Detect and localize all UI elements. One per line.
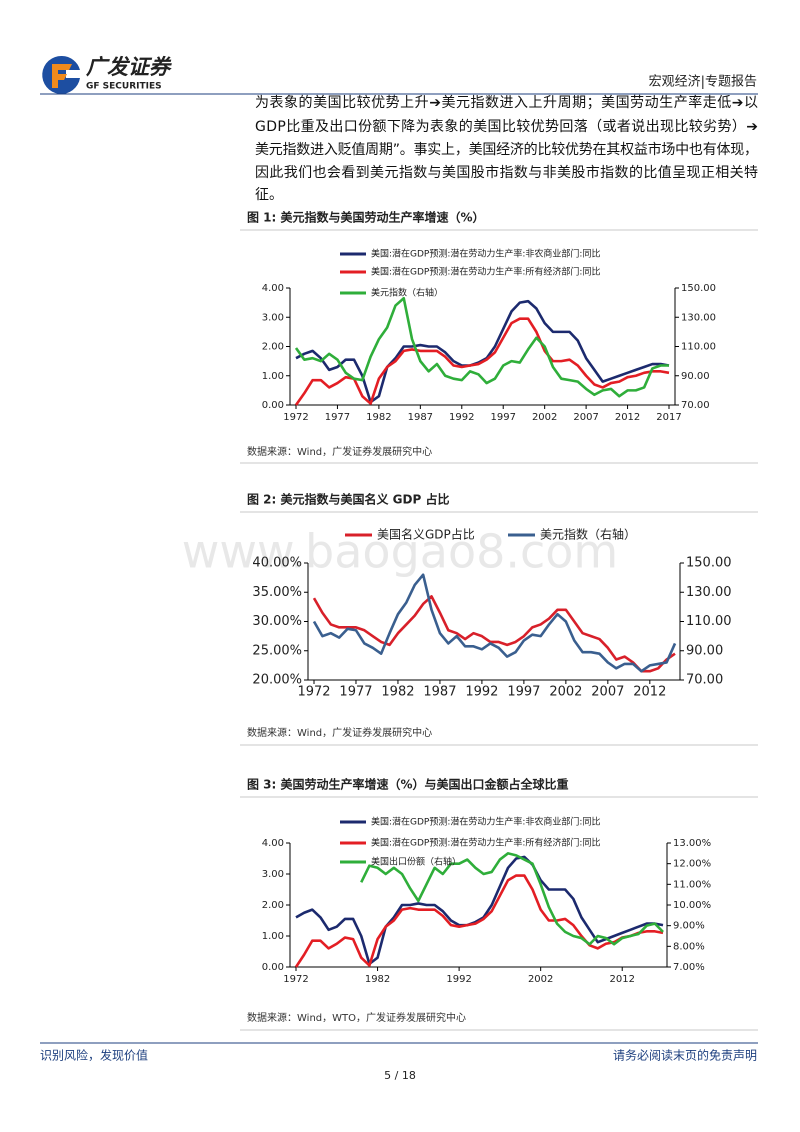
x-tick-label: 1987 xyxy=(423,685,456,700)
legend-label: 美元指数（右轴） xyxy=(371,287,443,299)
x-tick-label: 2002 xyxy=(532,412,557,423)
y2-tick-label: 9.00% xyxy=(673,921,705,932)
x-tick-label: 1982 xyxy=(381,685,414,700)
figure-source: 数据来源：Wind，WTO，广发证券发展研究中心 xyxy=(247,1011,466,1024)
series-line xyxy=(294,296,669,398)
body-line: 征。 xyxy=(255,187,283,203)
legend-label: 美国:潜在GDP预测:潜在劳动力生产率:所有经济部门:同比 xyxy=(371,266,600,278)
section: 宏观经济|专题报告 xyxy=(649,75,757,90)
x-tick-label: 1972 xyxy=(283,412,308,423)
body-line: 因此我们也会看到美元指数与美国股市指数与非美股市指数的比值呈现正相关特 xyxy=(255,164,758,181)
x-tick-label: 2002 xyxy=(528,974,553,985)
x-tick-label: 1992 xyxy=(465,685,498,700)
y-tick-label: 2.00 xyxy=(262,900,284,911)
figure-caption: 图 2: 美元指数与美国名义 GDP 占比 xyxy=(247,492,449,507)
y2-tick-label: 8.00% xyxy=(673,941,705,952)
x-tick-label: 2012 xyxy=(633,685,666,700)
footer-left: 识别风险，发现价值 xyxy=(40,1048,148,1063)
body-line: GDP比重及出口份额下降为表象的美国比较优势回落（或者说出现比较劣势）➔ xyxy=(255,119,758,135)
legend-label: 美元指数（右轴） xyxy=(540,527,636,542)
y2-tick-label: 13.00% xyxy=(673,838,711,849)
x-tick-label: 1972 xyxy=(283,974,308,985)
x-tick-label: 2007 xyxy=(591,685,624,700)
x-tick-label: 1987 xyxy=(408,412,433,423)
x-tick-label: 1982 xyxy=(365,974,390,985)
footer-right: 请务必阅读末页的免责声明 xyxy=(613,1048,757,1063)
y-tick-label: 0.00 xyxy=(262,400,284,411)
series-line xyxy=(295,299,670,404)
y-tick-label: 1.00 xyxy=(262,371,284,382)
x-tick-label: 1992 xyxy=(446,974,471,985)
x-tick-label: 1977 xyxy=(339,685,372,700)
y2-tick-label: 90.00 xyxy=(681,371,710,382)
x-tick-label: 1997 xyxy=(507,685,540,700)
brand: 广发证券 xyxy=(86,55,172,79)
y-tick-label: 0.00 xyxy=(262,962,284,973)
logo xyxy=(42,55,80,94)
body-line: 为表象的美国比较优势上升➔美元指数进入上升周期；美国劳动生产率走低➔以 xyxy=(255,94,758,111)
x-tick-label: 1972 xyxy=(297,685,330,700)
x-tick-label: 1992 xyxy=(449,412,474,423)
brand-en: GF SECURITIES xyxy=(86,82,162,92)
y-tick-label: 40.00% xyxy=(252,556,302,571)
figure-caption: 图 3: 美国劳动生产率增速（%）与美国出口金额占全球比重 xyxy=(247,777,569,792)
x-tick-label: 1997 xyxy=(490,412,515,423)
y-tick-label: 20.00% xyxy=(252,673,302,688)
y2-tick-label: 7.00% xyxy=(673,962,705,973)
figure-source: 数据来源：Wind，广发证券发展研究中心 xyxy=(247,445,432,458)
y2-tick-label: 110.00 xyxy=(686,614,732,629)
y2-tick-label: 130.00 xyxy=(681,312,716,323)
body-line: 美元指数进入贬值周期”。事实上，美国经济的比较优势在其权益市场中也有体现， xyxy=(255,141,758,158)
legend-label: 美国:潜在GDP预测:潜在劳动力生产率:非农商业部门:同比 xyxy=(371,248,600,260)
y2-tick-label: 150.00 xyxy=(681,283,716,294)
x-tick-label: 2012 xyxy=(615,412,640,423)
legend-label: 美国:潜在GDP预测:潜在劳动力生产率:所有经济部门:同比 xyxy=(371,837,600,849)
y2-tick-label: 90.00 xyxy=(686,643,723,658)
y-tick-label: 4.00 xyxy=(262,838,284,849)
y2-tick-label: 110.00 xyxy=(681,342,716,353)
x-tick-label: 1977 xyxy=(325,412,350,423)
y2-tick-label: 70.00 xyxy=(686,673,723,688)
x-tick-label: 2017 xyxy=(656,412,681,423)
y2-tick-label: 70.00 xyxy=(681,400,710,411)
y2-tick-label: 130.00 xyxy=(686,585,732,600)
y-tick-label: 2.00 xyxy=(262,342,284,353)
series-line xyxy=(294,317,670,406)
x-tick-label: 2012 xyxy=(609,974,634,985)
y-tick-label: 25.00% xyxy=(252,643,302,658)
figure-source: 数据来源：Wind，广发证券发展研究中心 xyxy=(247,726,432,739)
figure-caption: 图 1: 美元指数与美国劳动生产率增速（%） xyxy=(247,210,485,225)
x-tick-label: 1982 xyxy=(366,412,391,423)
y2-tick-label: 11.00% xyxy=(673,879,711,890)
legend-label: 美国出口份额（右轴） xyxy=(371,856,461,868)
y-tick-label: 35.00% xyxy=(252,585,302,600)
y-tick-label: 3.00 xyxy=(262,869,284,880)
y-tick-label: 3.00 xyxy=(262,312,284,323)
series-line xyxy=(295,855,664,966)
y2-tick-label: 10.00% xyxy=(673,900,711,911)
y-tick-label: 1.00 xyxy=(262,931,284,942)
legend-label: 美国:潜在GDP预测:潜在劳动力生产率:非农商业部门:同比 xyxy=(371,816,600,828)
series-line xyxy=(312,573,677,673)
x-tick-label: 2002 xyxy=(549,685,582,700)
y-tick-label: 30.00% xyxy=(252,614,302,629)
legend-label: 美国名义GDP占比 xyxy=(377,527,475,542)
y2-tick-label: 150.00 xyxy=(686,556,732,571)
page-number: 5 / 18 xyxy=(384,1069,416,1082)
series-line xyxy=(312,595,676,673)
series-line xyxy=(294,874,664,968)
series-line xyxy=(360,852,664,946)
x-tick-label: 2007 xyxy=(573,412,598,423)
y-tick-label: 4.00 xyxy=(262,283,284,294)
watermark: www.baogao8.com xyxy=(182,525,618,579)
y2-tick-label: 12.00% xyxy=(673,859,711,870)
